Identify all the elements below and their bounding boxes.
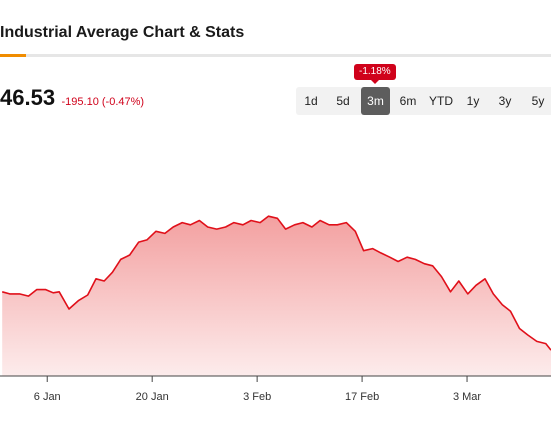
price-row: 46.53 -195.10 (-0.47%) xyxy=(0,85,144,111)
range-button-1d[interactable]: 1d xyxy=(304,94,318,108)
x-tick-label: 3 Feb xyxy=(243,391,271,403)
range-button-3y[interactable]: 3y xyxy=(498,94,512,108)
range-selector: 1d 5d 3m 6m YTD 1y 3y 5y xyxy=(296,87,551,115)
range-change-badge: -1.18% xyxy=(354,64,396,84)
title-accent-bar xyxy=(0,54,26,57)
x-tick-label: 20 Jan xyxy=(136,391,169,403)
range-button-5d[interactable]: 5d xyxy=(336,94,350,108)
range-button-1y[interactable]: 1y xyxy=(466,94,480,108)
x-tick-label: 17 Feb xyxy=(345,391,379,403)
range-button-ytd[interactable]: YTD xyxy=(429,94,453,108)
range-button-3m[interactable]: 3m xyxy=(361,87,390,115)
series-line xyxy=(1,215,551,351)
range-button-6m[interactable]: 6m xyxy=(399,94,417,108)
x-tick-label: 3 Mar xyxy=(453,391,481,403)
range-button-5y[interactable]: 5y xyxy=(531,94,545,108)
x-tick-label: 6 Jan xyxy=(34,391,61,403)
series-area xyxy=(2,216,551,376)
title-underline xyxy=(0,54,551,57)
price-value: 46.53 xyxy=(0,85,56,110)
page-title: Industrial Average Chart & Stats xyxy=(0,24,245,41)
price-change: -195.10 (-0.47%) xyxy=(61,96,145,108)
